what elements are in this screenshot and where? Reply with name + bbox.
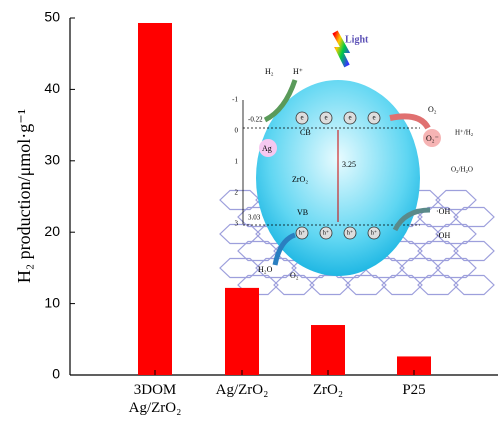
electron-label: e [324,114,327,122]
y-tick-label: 10 [44,294,60,310]
o2-minus-label: O₂⁻ [426,134,439,143]
bar [225,288,259,375]
bar [138,23,172,375]
x-tick-label: ZrO₂ [283,381,373,399]
y-axis-label: H₂ production/μmol·g⁻¹ [14,109,34,283]
cb-label: CB [300,128,311,137]
hexagon [454,208,494,227]
h-h2-label: H⁺/H₂ [455,129,474,137]
y-tick-label: 40 [44,80,60,96]
hole-label: h⁺ [323,229,329,236]
o2-top-label: O₂ [428,105,437,114]
x-tick-label: 3DOM Ag/ZrO₂ [120,381,190,417]
hexagon [400,259,440,278]
y-tick-label: 50 [44,9,60,25]
hexagon [436,259,476,278]
hexagon [220,225,260,244]
x-tick-label: P25 [369,381,459,399]
vb-label: VB [297,208,308,217]
ag-label: Ag [262,144,272,153]
hexagon [220,191,260,210]
vb-level: 3.03 [248,214,261,222]
h2-label: H₂ [265,67,274,76]
hexagon [310,276,350,295]
hexagon [220,259,260,278]
y-tick-label: 0 [52,366,60,382]
oh-label-1: ·OH [436,207,450,216]
hexagon [382,276,422,295]
x-tick-label: Ag/ZrO₂ [197,381,287,399]
o2-bottom-label: O₂ [290,271,299,280]
hole-label: h⁺ [299,229,305,236]
y-tick-label: 30 [44,152,60,168]
electron-label: e [348,114,351,122]
hexagon [238,242,278,261]
electron-label: e [372,114,375,122]
h2o-label: H₂O [258,265,273,274]
hexagon [454,276,494,295]
electron-label: e [300,114,303,122]
energy-tick-label: 3 [235,220,239,228]
y-tick-label: 20 [44,223,60,239]
hole-label: h⁺ [347,229,353,236]
chart: H₂ production/μmol·g⁻¹ 01020304050 Light… [0,0,498,425]
hplus-label: H⁺ [293,67,303,76]
energy-tick-label: 2 [235,189,239,197]
hole-label: h⁺ [371,229,377,236]
bar [311,325,345,375]
hexagon [454,242,494,261]
light-label: Light [345,34,369,45]
page: H₂ production/μmol·g⁻¹ 01020304050 Light… [0,0,498,425]
energy-tick-label: 1 [235,158,239,166]
zro2-label: ZrO₂ [292,175,308,184]
o2-h2o-label: O₂/H₂O [451,166,473,174]
oh-label-2: ·OH [436,231,450,240]
energy-tick-label: -1 [232,96,238,104]
hexagon [346,276,386,295]
energy-tick-label: 0 [235,127,239,135]
cb-level: -0.22 [248,116,263,124]
hexagon [418,276,458,295]
hexagon [418,242,458,261]
gap-label: 3.25 [342,160,356,169]
